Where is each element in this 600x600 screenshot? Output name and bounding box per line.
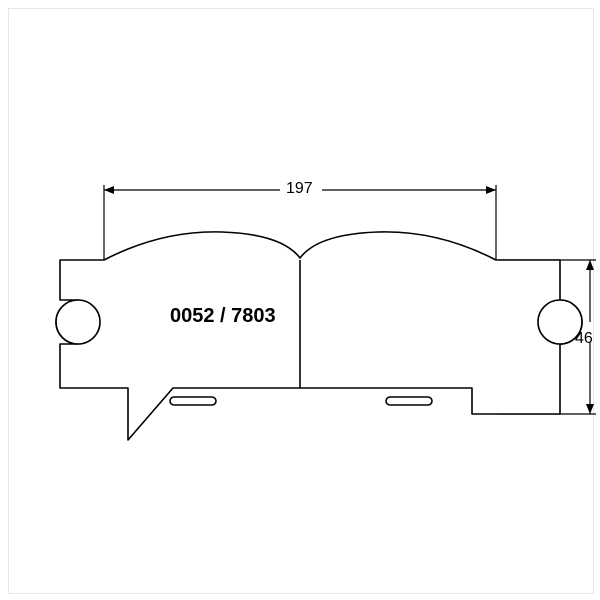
dimension-width-label: 197 bbox=[286, 180, 313, 198]
part-number-label: 0052 / 7803 bbox=[170, 305, 276, 328]
technical-drawing bbox=[0, 0, 600, 600]
part-outline bbox=[56, 232, 582, 440]
stage: Co-ordSport LIMITED 197 46 0052 / 7803 bbox=[0, 0, 600, 600]
dimension-height-label: 46 bbox=[575, 330, 593, 348]
